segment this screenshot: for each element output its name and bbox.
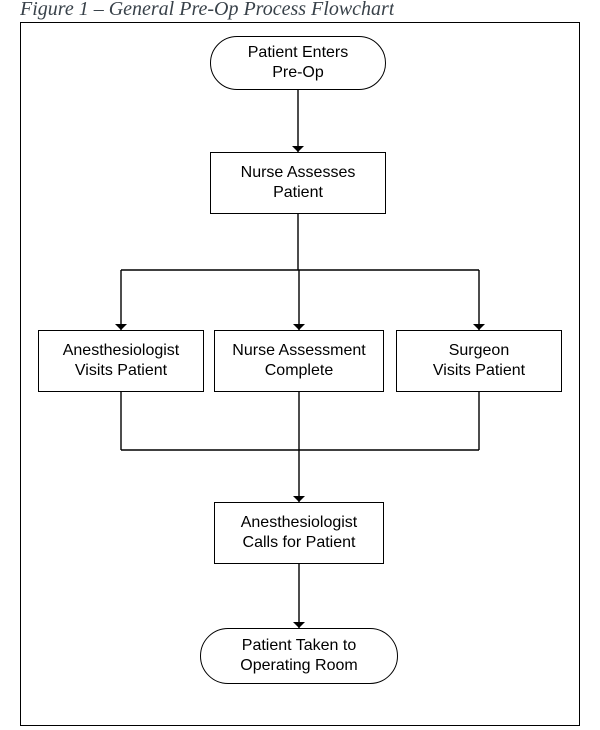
flowchart-node-end: Patient Taken to Operating Room: [200, 628, 398, 684]
flowchart-node-label: Anesthesiologist Calls for Patient: [241, 513, 358, 553]
flowchart-node-assess: Nurse Assesses Patient: [210, 152, 386, 214]
flowchart-node-label: Surgeon Visits Patient: [433, 341, 525, 381]
flowchart-node-label: Nurse Assessment Complete: [232, 341, 365, 381]
flowchart-node-label: Patient Taken to Operating Room: [240, 636, 357, 676]
flowchart-node-nassess: Nurse Assessment Complete: [214, 330, 384, 392]
flowchart-node-start: Patient Enters Pre-Op: [210, 36, 386, 90]
flowchart-node-surg: Surgeon Visits Patient: [396, 330, 562, 392]
flowchart-node-call: Anesthesiologist Calls for Patient: [214, 502, 384, 564]
flowchart-node-label: Nurse Assesses Patient: [241, 163, 356, 203]
figure-caption: Figure 1 – General Pre-Op Process Flowch…: [20, 0, 394, 21]
flowchart-node-label: Anesthesiologist Visits Patient: [63, 341, 180, 381]
flowchart-node-anesth: Anesthesiologist Visits Patient: [38, 330, 204, 392]
flowchart-node-label: Patient Enters Pre-Op: [248, 43, 349, 83]
